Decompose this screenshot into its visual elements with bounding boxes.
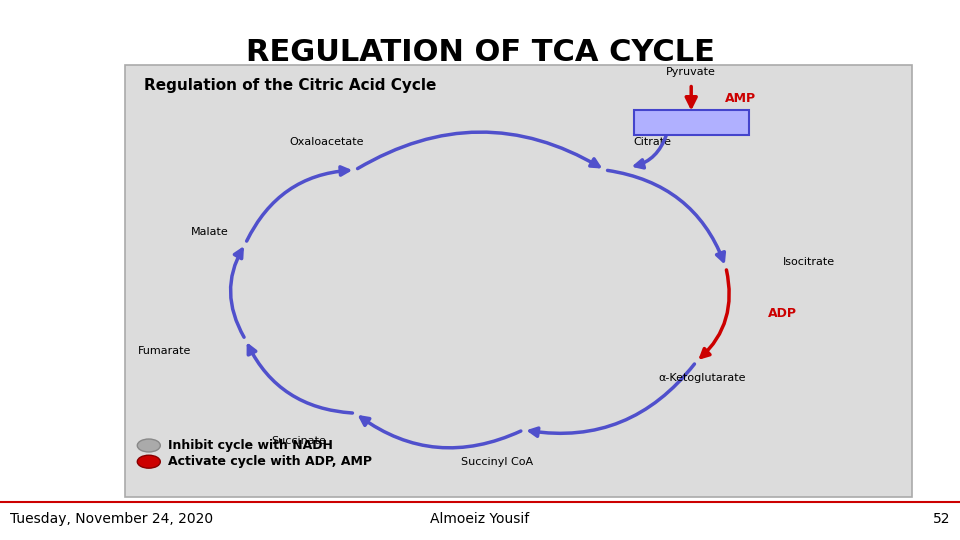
FancyArrowPatch shape bbox=[247, 167, 348, 241]
Text: Inhibit cycle with NADH: Inhibit cycle with NADH bbox=[168, 439, 333, 452]
Text: Acetyl-CoA: Acetyl-CoA bbox=[658, 118, 725, 127]
Text: REGULATION OF TCA CYCLE: REGULATION OF TCA CYCLE bbox=[246, 38, 714, 67]
FancyBboxPatch shape bbox=[125, 65, 912, 497]
Text: Succinate: Succinate bbox=[272, 436, 326, 446]
Text: α-Ketoglutarate: α-Ketoglutarate bbox=[659, 373, 746, 383]
Circle shape bbox=[137, 439, 160, 452]
Text: Almoeiz Yousif: Almoeiz Yousif bbox=[430, 512, 530, 526]
FancyArrowPatch shape bbox=[230, 249, 244, 337]
Text: Malate: Malate bbox=[191, 227, 229, 238]
FancyArrowPatch shape bbox=[249, 346, 352, 413]
Text: Oxaloacetate: Oxaloacetate bbox=[289, 137, 364, 147]
Text: Citrate: Citrate bbox=[634, 137, 672, 147]
Text: AMP: AMP bbox=[725, 92, 756, 105]
FancyArrowPatch shape bbox=[530, 364, 694, 436]
Text: Activate cycle with ADP, AMP: Activate cycle with ADP, AMP bbox=[168, 455, 372, 468]
Text: Regulation of the Citric Acid Cycle: Regulation of the Citric Acid Cycle bbox=[144, 78, 437, 93]
Text: Succinyl CoA: Succinyl CoA bbox=[461, 457, 534, 467]
FancyArrowPatch shape bbox=[701, 270, 730, 357]
Text: Tuesday, November 24, 2020: Tuesday, November 24, 2020 bbox=[10, 512, 213, 526]
Text: Isocitrate: Isocitrate bbox=[782, 256, 834, 267]
Text: 52: 52 bbox=[933, 512, 950, 526]
FancyArrowPatch shape bbox=[608, 171, 725, 261]
FancyArrowPatch shape bbox=[361, 417, 521, 448]
Text: Pyruvate: Pyruvate bbox=[666, 66, 716, 77]
Text: ADP: ADP bbox=[768, 307, 797, 320]
FancyBboxPatch shape bbox=[634, 110, 749, 135]
FancyArrowPatch shape bbox=[357, 132, 599, 168]
Circle shape bbox=[137, 455, 160, 468]
Text: Fumarate: Fumarate bbox=[138, 346, 191, 356]
